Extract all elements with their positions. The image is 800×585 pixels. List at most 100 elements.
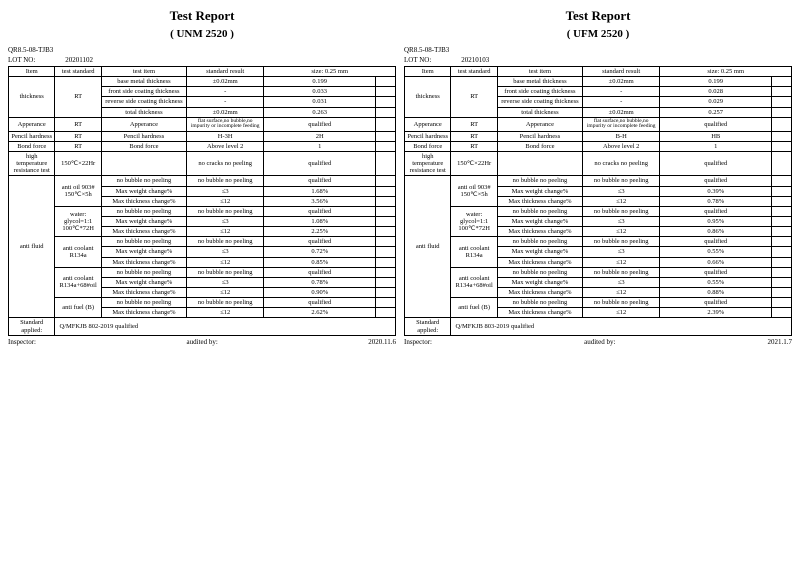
- std-applied-label: Standard applied:: [9, 318, 55, 335]
- lot-label: LOT NO:: [8, 56, 35, 64]
- table-cell: [772, 176, 792, 186]
- table-cell: [772, 247, 792, 257]
- table-cell: ≤3: [187, 216, 264, 226]
- hightemp-item: high temperature resistance test: [9, 151, 55, 175]
- table-cell: H-3H: [187, 131, 264, 141]
- table-cell: base metal thickness: [101, 77, 186, 87]
- table-cell: 0.55%: [660, 247, 772, 257]
- table-cell: [376, 87, 396, 97]
- table-cell: ±0.02mm: [187, 77, 264, 87]
- table-cell: [772, 77, 792, 87]
- col-standard-result: standard result: [583, 67, 660, 77]
- table-cell: qualified: [660, 117, 772, 131]
- table-cell: [376, 277, 396, 287]
- bond-item: Bond force: [405, 141, 451, 151]
- table-cell: 0.263: [264, 107, 376, 117]
- table-cell: Max weight change%: [497, 277, 582, 287]
- report-title: Test Report: [404, 8, 792, 24]
- test-report-0: Test Report( UNM 2520 )QR8.5-08-TJB3LOT …: [8, 8, 396, 346]
- antifluid-std: anti fuel (B): [451, 298, 497, 318]
- table-cell: qualified: [264, 298, 376, 308]
- table-cell: front side coating thickness: [101, 87, 186, 97]
- col-size: size: 0.25 mm: [660, 67, 792, 77]
- table-cell: [376, 267, 396, 277]
- table-cell: qualified: [660, 298, 772, 308]
- table-cell: qualified: [264, 176, 376, 186]
- table-cell: 0.88%: [660, 287, 772, 297]
- col-size: size: 0.25 mm: [264, 67, 396, 77]
- table-cell: total thickness: [497, 107, 582, 117]
- col-test-standard: test standard: [55, 67, 101, 77]
- test-report-1: Test Report( UFM 2520 )QR8.5-08-TJB3LOT …: [404, 8, 792, 346]
- table-cell: [376, 151, 396, 175]
- audit-date: 2021.1.7: [768, 338, 793, 346]
- table-cell: Max weight change%: [497, 186, 582, 196]
- table-cell: [376, 186, 396, 196]
- table-cell: 1.08%: [264, 216, 376, 226]
- appearance-item: Apperance: [405, 117, 451, 131]
- table-cell: [772, 131, 792, 141]
- table-cell: Pencil hardness: [101, 131, 186, 141]
- antifluid-item: anti fluid: [9, 176, 55, 318]
- table-cell: qualified: [264, 206, 376, 216]
- table-cell: no bubble no peeling: [583, 206, 660, 216]
- table-cell: [376, 97, 396, 107]
- std-applied-label: Standard applied:: [405, 318, 451, 335]
- table-cell: qualified: [264, 151, 376, 175]
- table-cell: [772, 308, 792, 318]
- table-cell: no bubble no peeling: [101, 267, 186, 277]
- table-cell: Max thickness change%: [101, 308, 186, 318]
- table-cell: RT: [55, 131, 101, 141]
- table-cell: flat surface,no bubble,no impurity or in…: [187, 117, 264, 131]
- table-cell: [376, 216, 396, 226]
- table-cell: Above level 2: [187, 141, 264, 151]
- table-cell: 0.86%: [660, 227, 772, 237]
- std-applied-value: Q/MFKJB 803-2019 qualified: [451, 318, 792, 335]
- table-cell: qualified: [660, 267, 772, 277]
- doc-number: QR8.5-08-TJB3: [404, 46, 792, 54]
- table-cell: Max thickness change%: [497, 308, 582, 318]
- table-cell: [772, 277, 792, 287]
- col-test-item: test item: [497, 67, 582, 77]
- table-cell: Max thickness change%: [101, 257, 186, 267]
- table-cell: RT: [451, 141, 497, 151]
- antifluid-std: anti coolant R134a+68#oil: [451, 267, 497, 297]
- table-cell: Max thickness change%: [497, 227, 582, 237]
- table-cell: Max weight change%: [497, 216, 582, 226]
- table-cell: 0.95%: [660, 216, 772, 226]
- table-cell: ≤12: [583, 257, 660, 267]
- antifluid-item: anti fluid: [405, 176, 451, 318]
- table-cell: no cracks no peeling: [583, 151, 660, 175]
- bond-item: Bond force: [9, 141, 55, 151]
- table-cell: [772, 87, 792, 97]
- table-cell: [376, 287, 396, 297]
- table-cell: no bubble no peeling: [583, 298, 660, 308]
- table-cell: no bubble no peeling: [101, 176, 186, 186]
- table-cell: [772, 186, 792, 196]
- table-cell: no bubble no peeling: [187, 176, 264, 186]
- std-applied-value: Q/MFKJB 802-2019 qualified: [55, 318, 396, 335]
- table-cell: ≤3: [583, 247, 660, 257]
- table-cell: [376, 176, 396, 186]
- table-cell: [376, 117, 396, 131]
- table-cell: ≤12: [583, 287, 660, 297]
- table-cell: qualified: [264, 117, 376, 131]
- pencil-item: Pencil hardness: [405, 131, 451, 141]
- table-cell: [772, 97, 792, 107]
- table-cell: 0.199: [660, 77, 772, 87]
- table-cell: [772, 287, 792, 297]
- table-cell: Max weight change%: [101, 186, 186, 196]
- table-cell: base metal thickness: [497, 77, 582, 87]
- table-cell: 1.68%: [264, 186, 376, 196]
- doc-number: QR8.5-08-TJB3: [8, 46, 396, 54]
- inspector-label: Inspector:: [8, 338, 36, 346]
- table-cell: [497, 151, 582, 175]
- table-cell: reverse side coating thickness: [497, 97, 582, 107]
- table-cell: flat surface,no bubble,no impurity or in…: [583, 117, 660, 131]
- table-cell: no bubble no peeling: [497, 237, 582, 247]
- antifluid-std: anti oil 903# 150℃×5h: [451, 176, 497, 206]
- results-table: Itemtest standardtest itemstandard resul…: [8, 66, 396, 336]
- table-cell: ≤12: [187, 227, 264, 237]
- thickness-std: RT: [451, 77, 497, 118]
- antifluid-std: anti coolant R134a+68#oil: [55, 267, 101, 297]
